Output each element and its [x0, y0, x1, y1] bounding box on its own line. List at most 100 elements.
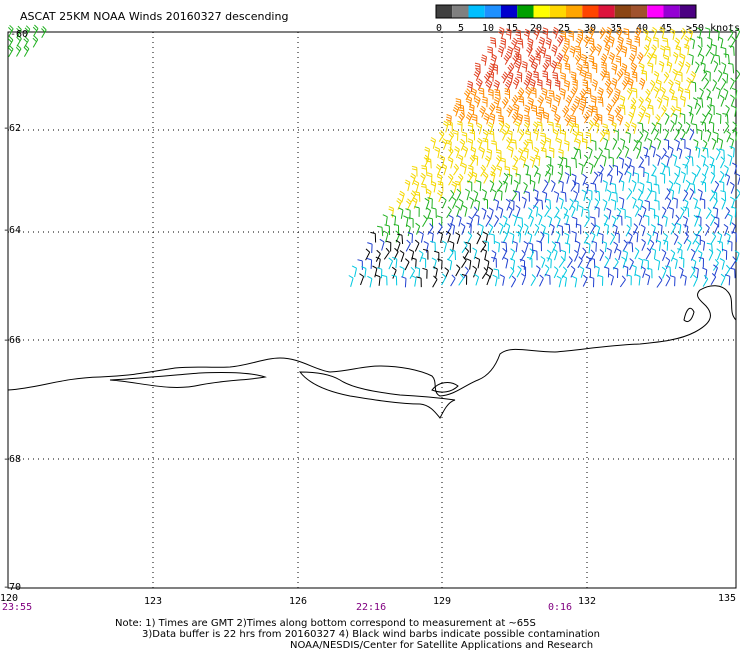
- wind-barb: [599, 249, 605, 262]
- wind-barb: [624, 145, 630, 158]
- wind-barb: [518, 95, 525, 107]
- wind-barb: [625, 224, 631, 237]
- wind-barb: [551, 104, 558, 117]
- wind-barb: [653, 199, 660, 211]
- plot-frame: [7, 31, 737, 589]
- wind-barb: [721, 248, 728, 260]
- wind-barb: [537, 213, 543, 226]
- wind-barb: [658, 60, 665, 73]
- wind-barb: [464, 188, 470, 201]
- wind-barb: [721, 197, 726, 210]
- lon-label: 120: [0, 593, 18, 604]
- wind-barb: [555, 231, 561, 244]
- wind-barb: [673, 172, 679, 185]
- wind-barb: [437, 181, 444, 192]
- wind-barb: [533, 71, 539, 82]
- wind-barb: [679, 207, 685, 220]
- wind-barb: [672, 68, 678, 81]
- wind-barb: [561, 266, 568, 279]
- wind-barb: [624, 121, 631, 134]
- wind-barb: [549, 223, 555, 236]
- wind-barb: [659, 26, 665, 39]
- wind-barb: [357, 259, 363, 270]
- wind-barb: [545, 137, 552, 149]
- wind-barb: [601, 154, 607, 167]
- wind-barb: [456, 188, 462, 201]
- legend: 0 5 10 15 20 25 30 35 40 45 >50 knots: [435, 4, 740, 34]
- wind-barb: [705, 44, 712, 57]
- wind-barb: [643, 44, 650, 57]
- wind-barb: [666, 61, 673, 73]
- wind-barb: [570, 179, 577, 192]
- wind-barb: [720, 156, 725, 169]
- wind-barb: [536, 240, 542, 252]
- wind-barb: [497, 45, 505, 58]
- wind-barb: [574, 181, 580, 193]
- wind-barb: [541, 191, 548, 203]
- wind-barb: [493, 96, 500, 109]
- wind-barb: [561, 44, 569, 57]
- wind-barb: [611, 62, 618, 75]
- wind-barb: [498, 206, 504, 219]
- wind-barb: [500, 37, 506, 49]
- wind-barb: [385, 240, 392, 252]
- wind-barb: [656, 122, 662, 134]
- wind-barb: [655, 153, 661, 166]
- wind-barb: [670, 105, 676, 118]
- wind-barb: [502, 230, 508, 243]
- wind-barb: [525, 173, 531, 185]
- wind-barb: [458, 111, 466, 124]
- wind-barb: [511, 189, 517, 202]
- wind-barb: [645, 35, 652, 48]
- wind-barb: [526, 139, 534, 150]
- wind-barb: [488, 70, 495, 82]
- wind-barb: [463, 266, 470, 279]
- wind-barb: [606, 86, 614, 99]
- wind-barb: [646, 187, 652, 200]
- wind-barb: [488, 207, 494, 220]
- wind-barb: [719, 94, 725, 107]
- wind-barb: [603, 214, 609, 227]
- wind-barb: [466, 231, 473, 244]
- wind-barb: [710, 273, 717, 285]
- wind-barb: [441, 138, 448, 150]
- wind-barb: [515, 29, 522, 40]
- wind-barb: [399, 190, 405, 203]
- wind-barb: [456, 214, 462, 227]
- wind-barb: [729, 196, 735, 209]
- wind-barb: [720, 190, 727, 201]
- wind-barb: [638, 198, 644, 211]
- wind-barb: [375, 256, 381, 269]
- wind-barb: [621, 45, 628, 58]
- wind-barb: [640, 224, 646, 237]
- wind-barb: [506, 105, 514, 118]
- wind-barb: [586, 255, 591, 268]
- wind-barb: [461, 256, 467, 268]
- wind-barb: [584, 215, 590, 228]
- wind-barb: [597, 96, 604, 107]
- wind-barb: [591, 62, 598, 74]
- wind-barb: [467, 80, 473, 93]
- wind-barb: [627, 241, 634, 253]
- wind-barb: [689, 128, 695, 141]
- wind-barb: [612, 267, 619, 279]
- wind-barb: [669, 88, 675, 101]
- wind-barb: [718, 36, 724, 49]
- wind-barb: [723, 121, 730, 134]
- wind-barb: [653, 37, 659, 48]
- wind-barb: [486, 148, 493, 160]
- wind-barb: [640, 266, 646, 278]
- wind-barb: [489, 112, 496, 125]
- wind-barb: [499, 274, 505, 286]
- wind-barb: [731, 231, 737, 243]
- wind-barb: [552, 128, 559, 141]
- lat-label: -70: [3, 582, 21, 593]
- wind-barb: [583, 34, 591, 47]
- wind-barb: [730, 256, 737, 269]
- wind-barb: [651, 174, 657, 186]
- wind-barb: [513, 103, 520, 116]
- wind-barb: [479, 146, 485, 159]
- wind-barb: [646, 267, 653, 279]
- wind-barb: [675, 106, 682, 118]
